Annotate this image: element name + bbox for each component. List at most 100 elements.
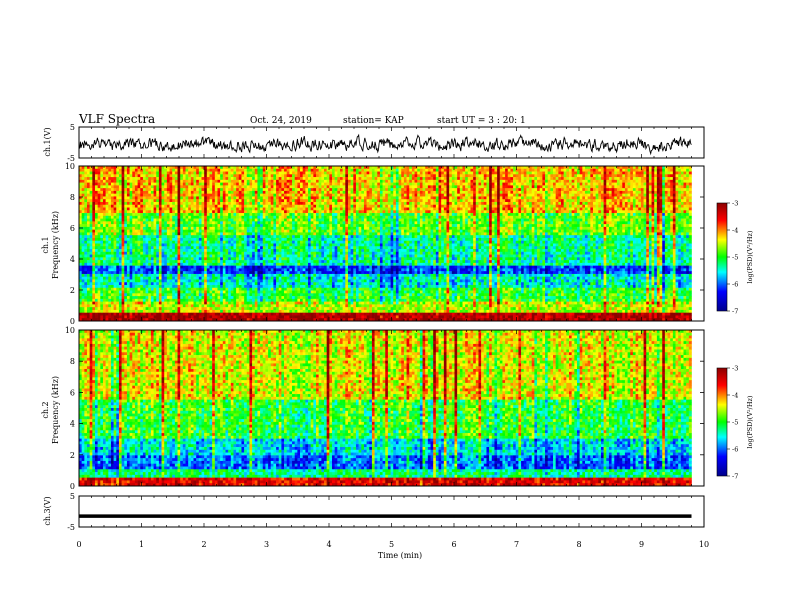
ch1-spectrogram-cell — [153, 174, 157, 178]
ch1-spectrogram-cell — [193, 201, 197, 206]
ch1-spectrogram-cell — [217, 182, 221, 186]
ch1-spectrogram-cell — [406, 218, 410, 222]
ch1-spectrogram-cell — [305, 193, 309, 197]
ch1-spectrogram-cell — [300, 196, 303, 200]
ch1-spectrogram-cell — [145, 196, 149, 200]
ch1-spectrogram-cell — [587, 201, 591, 206]
ch1-spectrogram-cell — [648, 166, 652, 170]
ch1-spectrogram-cell — [262, 215, 266, 219]
ch1-spectrogram-cell — [635, 215, 639, 219]
ch1-spectrogram-cell — [547, 218, 551, 222]
ch1-spectrogram-cell — [494, 207, 498, 211]
ch1-spectrogram-cell — [587, 196, 591, 200]
ch1-spectrogram-cell — [137, 196, 141, 200]
ch1-spectrogram-cell — [268, 171, 272, 175]
ch1-spectrogram-cell — [446, 221, 450, 225]
ch1-spectrogram-cell — [366, 196, 370, 200]
ch1-spectrogram-cell — [164, 190, 168, 194]
ch1-spectrogram-cell — [390, 193, 394, 197]
ch1-spectrogram-cell — [265, 188, 269, 192]
ch1-spectrogram-cell — [497, 166, 501, 170]
ch1-spectrogram-cell — [244, 188, 248, 192]
ch1-spectrogram-cell — [79, 171, 82, 175]
ch1-spectrogram-cell — [260, 207, 264, 211]
ch1-spectrogram-cell — [603, 171, 607, 175]
ch1-spectrogram-cell — [414, 190, 418, 194]
ch1-spectrogram-cell — [297, 218, 301, 222]
ch1-spectrogram-cell — [305, 215, 309, 219]
ch1-spectrogram-cell — [624, 215, 628, 219]
ch1-spectrogram-cell — [664, 210, 668, 214]
ch1-spectrogram-cell — [438, 182, 442, 186]
ch1-spectrogram-cell — [89, 190, 93, 194]
ch1-spectrogram-cell — [579, 201, 583, 206]
ch1-spectrogram-cell — [654, 204, 658, 208]
ch1-spectrogram-cell — [198, 215, 202, 219]
ch1-spectrogram-cell — [230, 210, 234, 214]
ch1-spectrogram-cell — [457, 199, 461, 203]
ch1-spectrogram-cell — [545, 204, 548, 208]
ch1-spectrogram-cell — [308, 182, 311, 186]
ch1-spectrogram-cell — [313, 196, 317, 200]
ch1-spectrogram-cell — [672, 182, 676, 186]
ch1-spectrogram-cell — [350, 182, 354, 186]
ch1-spectrogram-cell — [616, 168, 620, 172]
ch1-spectrogram-cell — [571, 207, 575, 211]
ch1-spectrogram-cell — [646, 174, 650, 178]
ch1-spectrogram-cell — [406, 199, 410, 203]
ch1-spectrogram-cell — [443, 179, 447, 183]
ch1-spectrogram-cell — [196, 166, 200, 170]
ch1-spectrogram-cell — [547, 179, 551, 183]
ch1-spectrogram-cell — [659, 201, 663, 206]
ch1-spectrogram-cell — [454, 171, 458, 175]
ch1-spectrogram-cell — [683, 185, 687, 189]
ch1-spectrogram-cell — [182, 207, 186, 211]
ch1-spectrogram-cell — [318, 179, 322, 183]
ch1-spectrogram-cell — [361, 182, 365, 186]
ch1-spectrogram-cell — [132, 171, 136, 175]
ch1-spectrogram-cell — [688, 207, 692, 211]
ch1-spectrogram-cell — [132, 168, 136, 172]
ch1-spectrogram-cell — [316, 204, 319, 208]
ch1-spectrogram-cell — [515, 204, 519, 208]
ch1-spectrogram-cell — [94, 185, 98, 189]
ch1-spectrogram-cell — [209, 213, 213, 217]
ch1-spectrogram-cell — [331, 196, 335, 200]
ch1-spectrogram-cell — [627, 193, 631, 197]
ch1-spectrogram-cell — [632, 204, 636, 208]
ch1-spectrogram-cell — [574, 201, 578, 206]
ch1-spectrogram-cell — [654, 171, 658, 175]
ch1-spectrogram-cell — [582, 188, 586, 192]
ch1-spectrogram-cell — [102, 199, 106, 203]
ch1-spectrogram-cell — [622, 177, 626, 181]
ch1-spectrogram-cell — [523, 166, 527, 170]
ch1-spectrogram-cell — [81, 182, 85, 186]
ch1-spectrogram-cell — [97, 199, 101, 203]
ch1-spectrogram-cell — [124, 196, 128, 200]
ch1-spectrogram-cell — [595, 199, 599, 203]
ch1-spectrogram-cell — [193, 210, 197, 214]
ch1-spectrogram-cell — [236, 199, 240, 203]
ch1-spectrogram-cell — [611, 193, 615, 197]
ch1-spectrogram-cell — [361, 204, 365, 208]
ch1-spectrogram-cell — [385, 190, 389, 194]
ch1-spectrogram-cell — [443, 177, 447, 181]
ch1-spectrogram-cell — [627, 171, 631, 175]
ch1-spectrogram-cell — [584, 182, 588, 186]
ch1-spectrogram-cell — [100, 218, 104, 222]
ch1-spectrogram-cell — [664, 196, 668, 200]
ch1-spectrogram-cell — [118, 224, 122, 228]
ch1-spectrogram-cell — [97, 215, 101, 219]
ch1-spectrogram-cell — [326, 171, 330, 175]
ch1-spectrogram-cell — [550, 213, 554, 217]
ch1-spectrogram-cell — [198, 193, 202, 197]
ch1-spectrogram-cell — [510, 166, 514, 170]
ch1-spectrogram-cell — [222, 210, 226, 214]
ch1-spectrogram-cell — [289, 185, 293, 189]
ch1-spectrogram-cell — [462, 171, 466, 175]
ch1-spectrogram-cell — [89, 221, 93, 225]
ch1-spectrogram-cell — [576, 204, 580, 208]
ch1-spectrogram-cell — [406, 174, 410, 178]
ch1-spectrogram-cell — [422, 190, 426, 194]
ch1-spectrogram-cell — [379, 166, 383, 170]
